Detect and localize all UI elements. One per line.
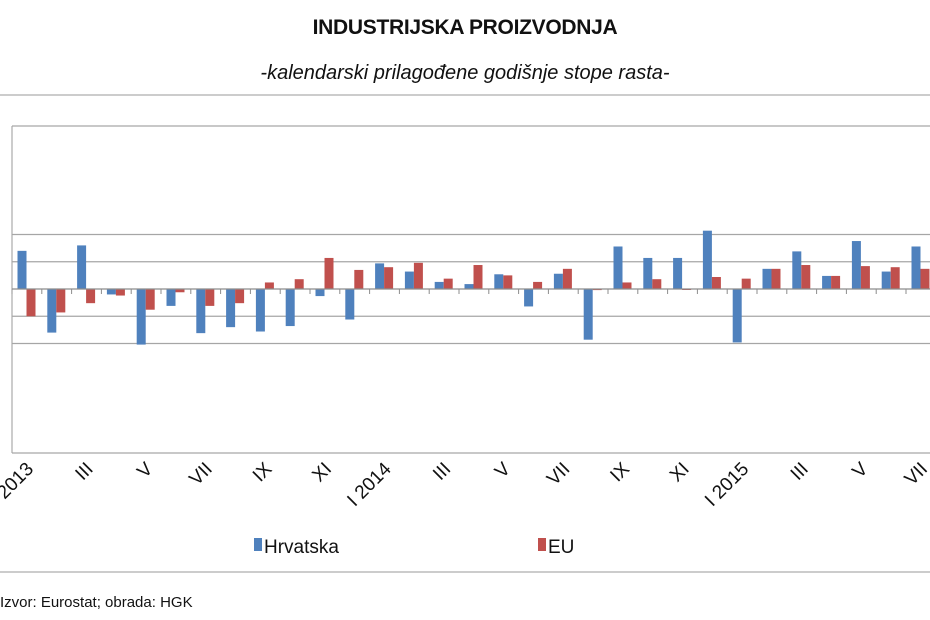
bar-eu xyxy=(473,265,483,289)
bar-eu xyxy=(264,282,274,289)
x-tick-label: I 2013 xyxy=(0,459,38,511)
x-tick-label: V xyxy=(849,458,873,482)
bar-hrvatska xyxy=(732,289,742,343)
legend-swatch-eu xyxy=(538,538,546,551)
bar-eu xyxy=(771,268,781,289)
x-tick-label: XI xyxy=(308,459,336,487)
bar-hrvatska xyxy=(434,281,444,289)
bar-eu xyxy=(175,289,185,293)
bars xyxy=(17,230,930,345)
x-tick-labels: I 2013 III V VII IX XI I 2014 III V VII IX XI I 2015… xyxy=(0,458,930,511)
x-tick-label: IX xyxy=(249,458,277,486)
x-tick-label: I 2015 xyxy=(701,459,753,511)
bar-hrvatska xyxy=(643,257,653,289)
bar-eu xyxy=(741,278,751,289)
x-tick-label: III xyxy=(72,459,98,485)
bar-eu xyxy=(652,279,662,289)
bar-hrvatska xyxy=(553,273,563,289)
bar-hrvatska xyxy=(77,245,87,289)
x-tick-label: V xyxy=(133,458,157,482)
bar-hrvatska xyxy=(673,257,683,289)
bar-eu xyxy=(115,289,125,296)
bar-hrvatska xyxy=(166,289,176,306)
bar-hrvatska xyxy=(822,275,832,289)
bar-hrvatska xyxy=(226,289,236,328)
x-tick-label: IX xyxy=(606,458,634,486)
bar-eu xyxy=(503,275,513,289)
bar-eu xyxy=(622,282,632,289)
x-tick-label: III xyxy=(787,459,813,485)
bar-eu xyxy=(145,289,155,310)
legend-swatch-hrvatska xyxy=(254,538,262,551)
bar-eu xyxy=(413,262,423,289)
legend-label-eu: EU xyxy=(548,537,574,558)
axes xyxy=(11,288,930,294)
bar-eu xyxy=(711,277,721,289)
bar-hrvatska xyxy=(106,289,116,295)
legend: Hrvatska EU xyxy=(254,537,574,558)
bar-eu xyxy=(324,257,334,289)
bar-hrvatska xyxy=(136,289,146,345)
bar-eu xyxy=(86,289,96,304)
x-tick-label: III xyxy=(429,459,455,485)
bar-hrvatska xyxy=(285,289,295,327)
bar-eu xyxy=(235,289,245,304)
x-tick-label: V xyxy=(491,458,515,482)
x-tick-label: VII xyxy=(901,459,930,490)
bar-hrvatska xyxy=(881,271,891,289)
bar-hrvatska xyxy=(464,284,474,289)
bar-eu xyxy=(801,265,811,289)
x-tick-label: XI xyxy=(666,459,694,487)
x-tick-label: VII xyxy=(543,459,574,490)
bar-hrvatska xyxy=(911,246,921,289)
chart-subtitle: -kalendarski prilagođene godišnje stope … xyxy=(260,62,670,84)
x-tick-label: I 2014 xyxy=(343,458,396,511)
bar-eu xyxy=(354,269,364,289)
bar-eu xyxy=(533,281,543,289)
bar-eu xyxy=(890,267,900,289)
bar-hrvatska xyxy=(613,246,623,289)
source-note: Izvor: Eurostat; obrada: HGK xyxy=(0,594,193,611)
bar-hrvatska xyxy=(702,230,712,289)
legend-label-hrvatska: Hrvatska xyxy=(264,537,339,558)
bar-eu xyxy=(562,268,572,289)
bar-hrvatska xyxy=(17,250,27,289)
bar-eu xyxy=(831,275,841,289)
bar-hrvatska xyxy=(315,289,325,297)
bar-hrvatska xyxy=(404,271,414,289)
bar-eu xyxy=(294,279,304,289)
bar-hrvatska xyxy=(792,251,802,289)
bar-eu xyxy=(384,267,394,289)
bar-eu xyxy=(443,278,453,289)
bar-hrvatska xyxy=(375,263,385,289)
bar-hrvatska xyxy=(524,289,534,307)
bar-hrvatska xyxy=(762,268,772,289)
bar-hrvatska xyxy=(196,289,206,334)
bar-hrvatska xyxy=(255,289,265,332)
chart-title: INDUSTRIJSKA PROIZVODNJA xyxy=(312,16,618,39)
bar-eu xyxy=(26,289,36,317)
bar-hrvatska xyxy=(494,274,504,289)
bar-hrvatska xyxy=(47,289,57,333)
bar-eu xyxy=(920,268,930,289)
bar-hrvatska xyxy=(851,241,861,289)
bar-eu xyxy=(860,266,870,289)
bar-eu xyxy=(205,289,215,306)
bar-eu xyxy=(56,289,66,313)
bar-hrvatska xyxy=(345,289,355,320)
bar-hrvatska xyxy=(583,289,593,340)
x-tick-label: VII xyxy=(186,459,217,490)
gridlines xyxy=(12,125,930,454)
